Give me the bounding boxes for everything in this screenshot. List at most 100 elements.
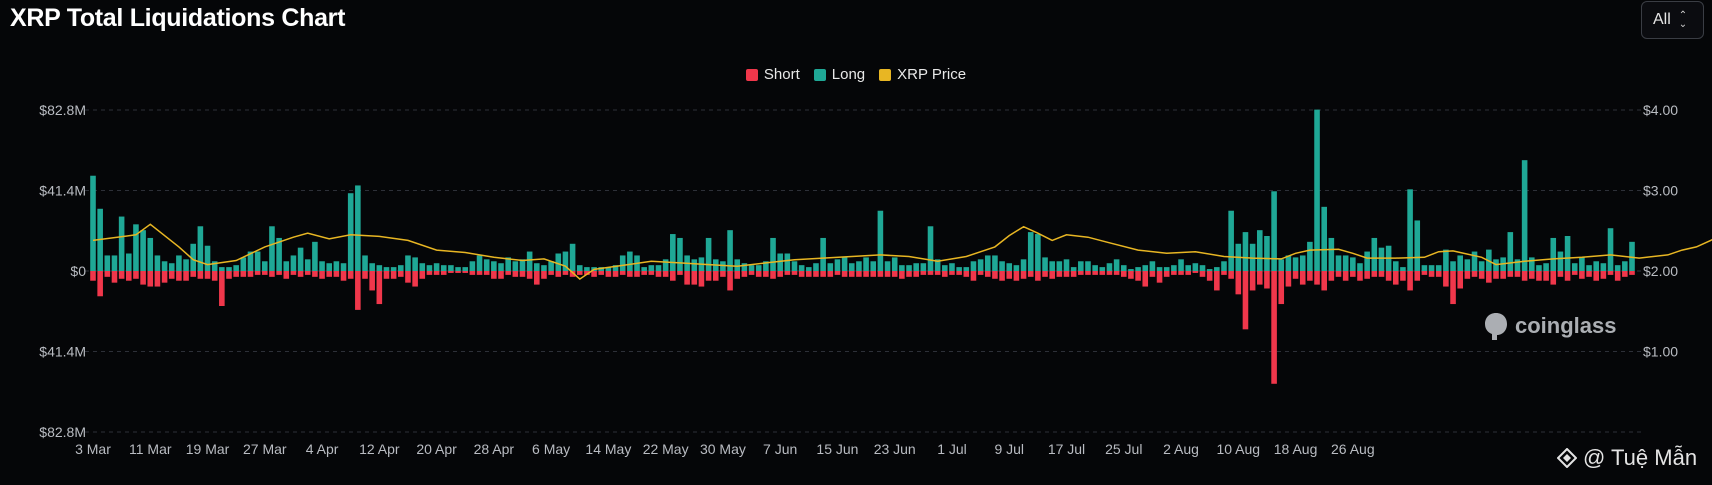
bar-short <box>977 271 984 275</box>
bar-short <box>956 271 962 275</box>
bar-long <box>1292 257 1299 271</box>
legend-swatch-short <box>745 68 758 81</box>
bar-long <box>276 237 282 271</box>
bar-short <box>734 271 741 279</box>
bar-long <box>526 251 533 271</box>
bar-short <box>1285 271 1292 287</box>
bar-short <box>1242 271 1249 330</box>
bar-long <box>541 265 547 271</box>
y-left-tick: $0 <box>70 263 86 279</box>
bar-long <box>1407 189 1413 271</box>
price-line <box>92 223 1712 281</box>
bar-long <box>211 261 218 271</box>
bar-short <box>1278 271 1285 305</box>
bar-long <box>1414 220 1421 271</box>
bar-short <box>691 271 698 285</box>
bar-long <box>340 263 347 271</box>
bar-long <box>1020 259 1027 271</box>
bar-short <box>269 271 275 277</box>
bar-short <box>670 271 676 281</box>
bar-long <box>899 265 905 271</box>
bar-long <box>498 263 504 271</box>
x-tick: 3 Mar <box>75 441 111 457</box>
bar-short <box>562 271 569 275</box>
bar-short <box>219 271 225 306</box>
bar-short <box>1142 271 1149 287</box>
bar-short <box>1163 271 1170 277</box>
range-select[interactable]: All ⌃ ⌄ <box>1641 1 1704 39</box>
bar-short <box>1149 271 1156 277</box>
bar-short <box>548 271 554 275</box>
bar-short <box>1056 271 1063 277</box>
bar-short <box>1042 271 1048 277</box>
bar-short <box>333 271 340 277</box>
bar-short <box>1579 271 1585 279</box>
x-tick: 6 May <box>532 441 570 457</box>
bar-short <box>204 271 211 279</box>
x-tick: 1 Jul <box>937 441 967 457</box>
bar-short <box>462 271 469 273</box>
bar-long <box>655 265 662 271</box>
bar-short <box>1528 271 1535 279</box>
bar-long <box>1593 261 1600 271</box>
bar-long <box>1156 267 1163 271</box>
bar-long <box>1070 267 1077 271</box>
bar-long <box>1149 261 1156 271</box>
bar-long <box>777 253 783 271</box>
bar-short <box>598 271 605 275</box>
legend-item-price[interactable]: XRP Price <box>879 66 966 83</box>
credit-text: @ Tuệ Mẫn <box>1583 445 1698 470</box>
bar-long <box>1214 267 1220 271</box>
bar-short <box>1156 271 1163 283</box>
bar-long <box>1443 249 1449 271</box>
bar-long <box>1507 232 1514 271</box>
bar-short <box>1292 271 1299 279</box>
bar-long <box>347 193 354 271</box>
bar-long <box>1099 267 1106 271</box>
author-credit: @ Tuệ Mẫn <box>1557 445 1697 471</box>
bar-long <box>734 259 741 271</box>
bar-long <box>269 226 275 271</box>
bar-short <box>176 271 182 281</box>
bar-long <box>956 267 962 271</box>
bar-short <box>677 271 683 275</box>
bar-short <box>312 271 318 277</box>
bar-short <box>1378 271 1385 277</box>
bar-short <box>1493 271 1499 279</box>
bar-long <box>691 259 698 271</box>
bar-short <box>1521 271 1528 281</box>
bar-long <box>977 259 984 271</box>
bar-long <box>949 263 955 271</box>
bar-short <box>1171 271 1177 275</box>
bar-short <box>369 271 375 291</box>
bar-short <box>848 271 855 277</box>
y-left-tick: $82.8M <box>39 424 86 440</box>
bar-short <box>1221 271 1227 275</box>
bar-short <box>405 271 411 283</box>
bar-short <box>283 271 290 279</box>
bar-long <box>569 243 576 271</box>
bar-short <box>906 271 912 277</box>
x-tick: 14 May <box>585 441 631 457</box>
bar-long <box>784 253 791 271</box>
legend-item-long[interactable]: Long <box>813 66 865 83</box>
bar-long <box>1571 263 1578 271</box>
bar-short <box>505 271 511 275</box>
bar-short <box>197 271 204 279</box>
bar-long <box>934 259 941 271</box>
bar-long <box>1135 267 1141 271</box>
bar-long <box>405 255 411 271</box>
bar-long <box>512 261 519 271</box>
bar-short <box>1185 271 1191 275</box>
bar-short <box>1450 271 1456 305</box>
bar-long <box>1035 234 1041 271</box>
bar-long <box>505 257 511 271</box>
bar-long <box>963 267 970 271</box>
bar-short <box>254 271 261 275</box>
bar-short <box>190 271 197 277</box>
bar-short <box>419 271 426 279</box>
bar-short <box>1307 271 1313 281</box>
legend-item-short[interactable]: Short <box>745 66 800 83</box>
bar-long <box>877 210 884 271</box>
